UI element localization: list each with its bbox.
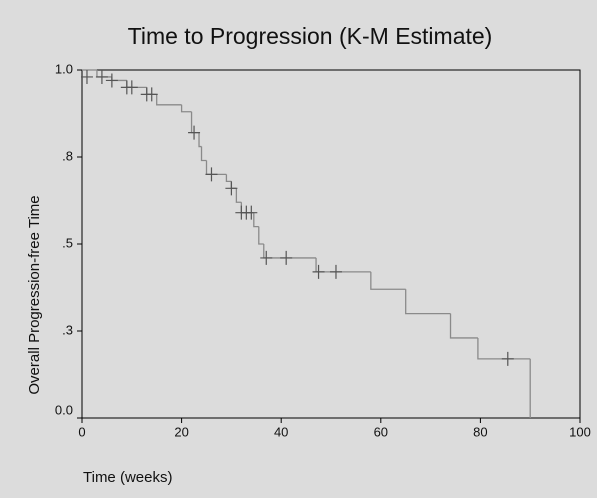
censor-mark bbox=[312, 264, 325, 279]
chart-title: Time to Progression (K-M Estimate) bbox=[128, 23, 493, 49]
survival-step bbox=[200, 146, 207, 162]
censor-mark bbox=[80, 69, 93, 84]
x-axis-label: Time (weeks) bbox=[83, 469, 172, 486]
survival-step bbox=[235, 188, 242, 203]
y-tick-label: 0.0 bbox=[55, 402, 73, 417]
censor-mark bbox=[205, 167, 218, 182]
y-tick-label: .5 bbox=[62, 235, 73, 250]
censor-mark bbox=[105, 73, 118, 88]
survival-step bbox=[225, 174, 232, 183]
censor-mark bbox=[501, 351, 514, 366]
x-tick-label: 40 bbox=[274, 424, 288, 439]
censor-mark bbox=[260, 250, 273, 265]
survival-step bbox=[156, 94, 182, 106]
censor-mark bbox=[225, 181, 238, 196]
survival-step bbox=[180, 104, 192, 113]
y-tick-label: .8 bbox=[62, 148, 73, 163]
censor-mark bbox=[125, 80, 138, 95]
censor-mark bbox=[188, 125, 201, 140]
censor-mark bbox=[329, 264, 342, 279]
survival-step bbox=[370, 271, 406, 290]
x-tick-label: 60 bbox=[374, 424, 388, 439]
censor-mark bbox=[245, 205, 258, 220]
survival-step bbox=[198, 132, 202, 148]
survival-step bbox=[405, 289, 451, 315]
survival-step bbox=[253, 212, 259, 228]
x-tick-label: 20 bbox=[174, 424, 188, 439]
y-tick-label: 1.0 bbox=[55, 61, 73, 76]
x-tick-label: 0 bbox=[78, 424, 85, 439]
censor-mark bbox=[145, 87, 158, 102]
survival-step bbox=[449, 313, 478, 339]
y-axis-label: Overall Progression-free Time bbox=[26, 195, 43, 394]
censor-mark bbox=[280, 250, 293, 265]
y-tick-label: .3 bbox=[62, 322, 73, 337]
x-tick-label: 80 bbox=[473, 424, 487, 439]
survival-step bbox=[258, 226, 264, 245]
x-tick-label: 100 bbox=[569, 424, 591, 439]
censor-mark bbox=[95, 69, 108, 84]
